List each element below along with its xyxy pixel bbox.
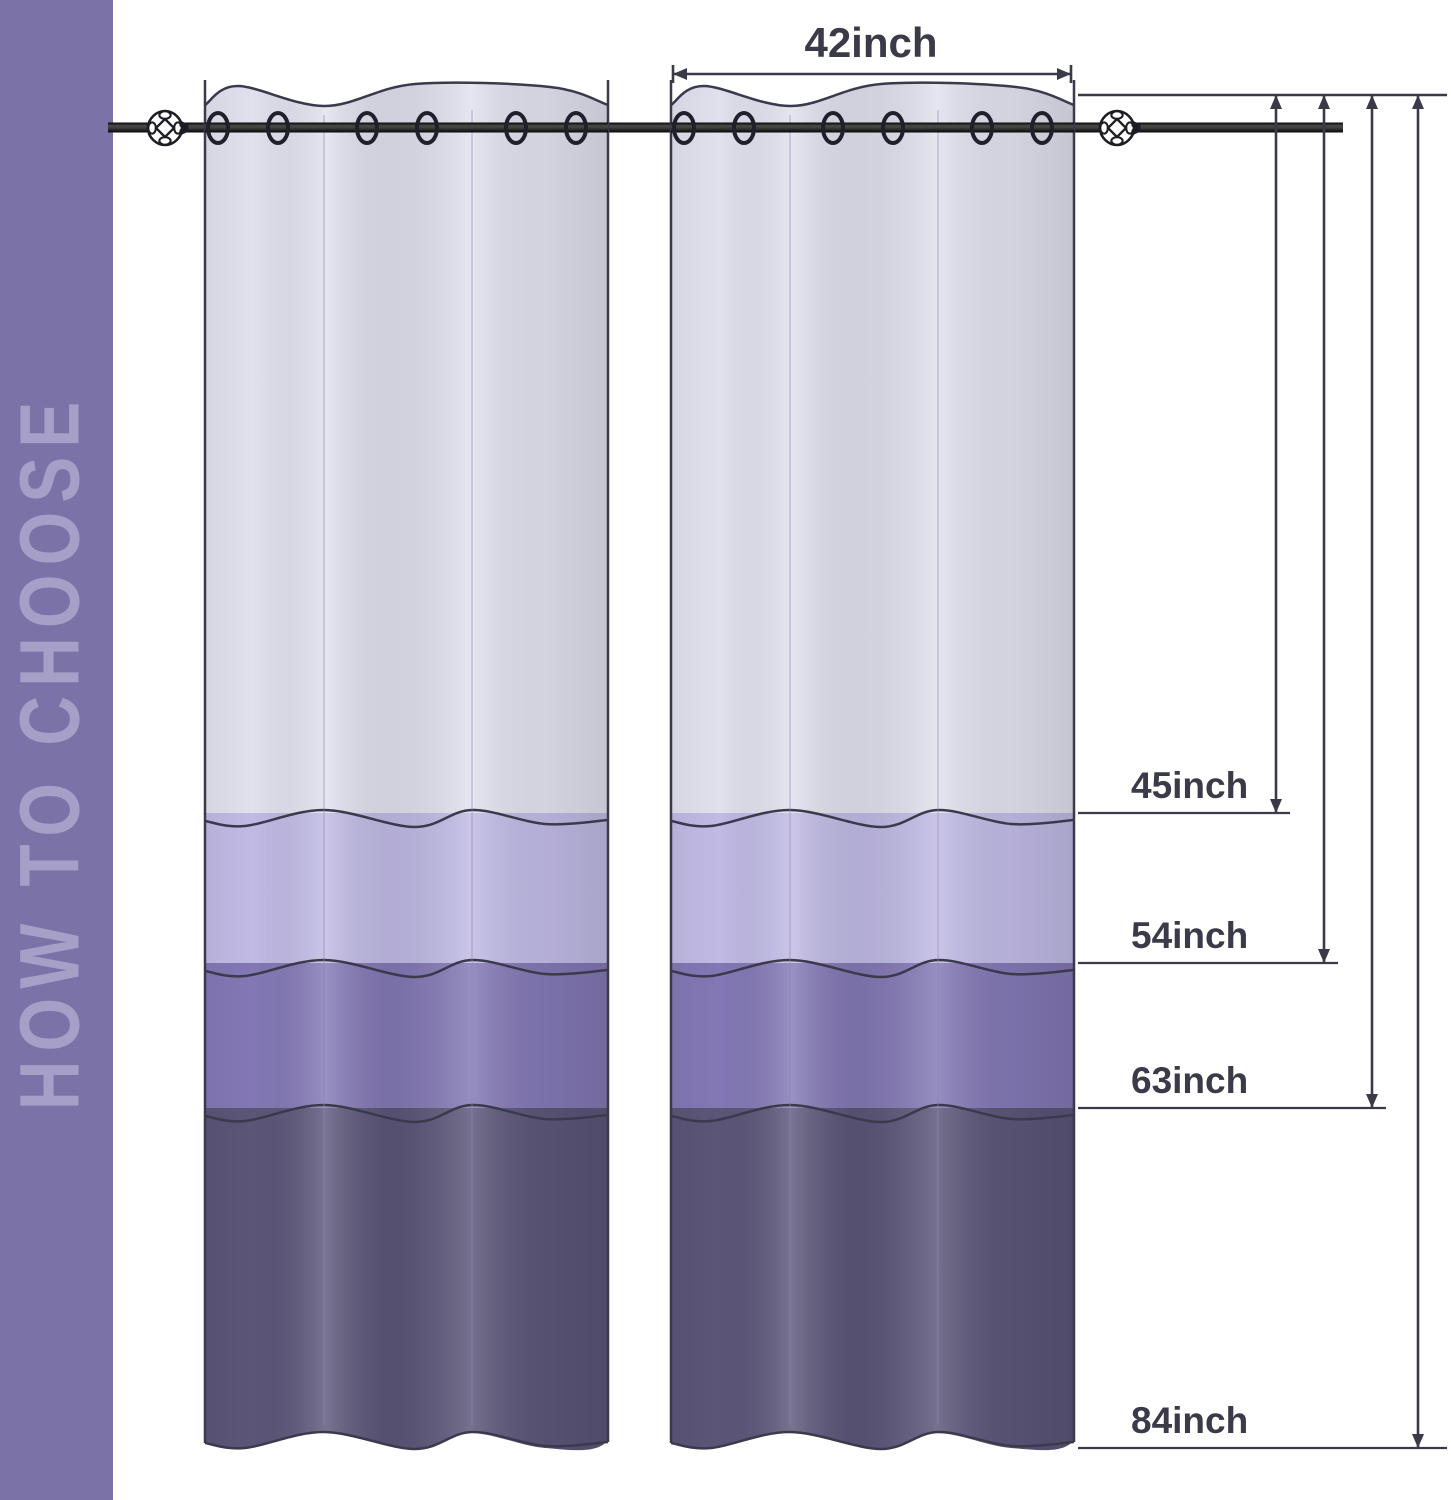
svg-text:42inch: 42inch bbox=[804, 19, 937, 66]
svg-text:63inch: 63inch bbox=[1131, 1060, 1248, 1101]
svg-text:54inch: 54inch bbox=[1131, 915, 1248, 956]
svg-text:45inch: 45inch bbox=[1131, 765, 1248, 806]
svg-text:84inch: 84inch bbox=[1131, 1400, 1248, 1441]
